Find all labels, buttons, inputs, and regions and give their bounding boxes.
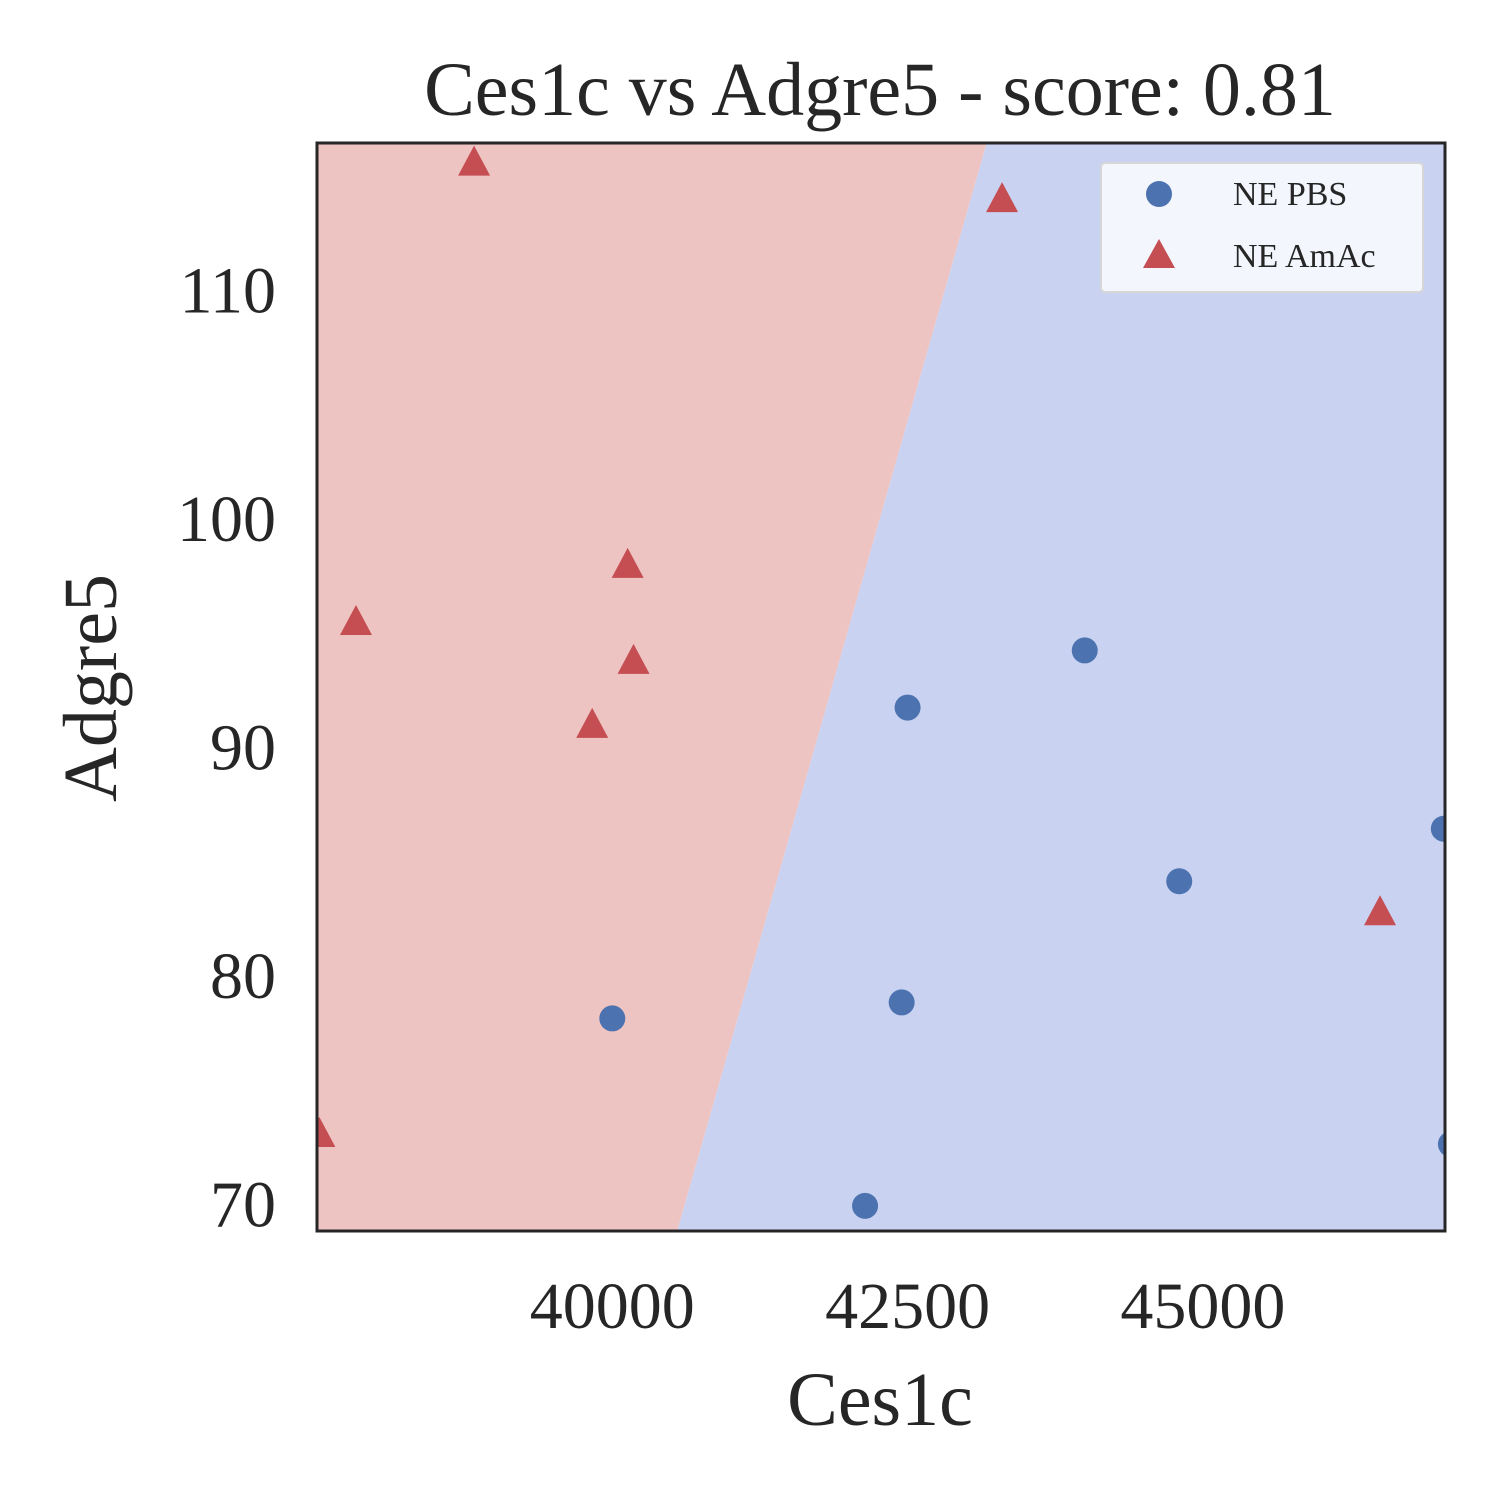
x-tick-label-45000: 45000 (1120, 1270, 1285, 1343)
data-points (317, 145, 1445, 1219)
legend: NE PBS NE AmAc (1100, 162, 1424, 293)
point-ne-amac-3 (458, 145, 491, 176)
point-ne-amac-6 (617, 643, 650, 674)
x-tick-label-40000: 40000 (530, 1270, 695, 1343)
point-ne-amac-5 (611, 547, 644, 578)
point-ne-pbs-4 (894, 694, 921, 721)
point-ne-pbs-6 (1166, 868, 1193, 895)
legend-marker-ne-pbs (1146, 181, 1172, 207)
x-axis-ticks: 40000 42500 45000 (530, 1270, 1286, 1343)
y-axis-label: Adgre5 (49, 574, 133, 802)
point-ne-pbs-5 (1071, 637, 1098, 664)
x-axis-label: Ces1c (787, 1358, 973, 1442)
legend-label-ne-amac: NE AmAc (1233, 238, 1376, 275)
point-ne-amac-1 (317, 1117, 336, 1147)
class-region-ne-pbs (677, 143, 1445, 1231)
legend-box (1100, 162, 1424, 293)
class-region-ne-amac (317, 143, 987, 1231)
point-ne-amac-2 (339, 605, 372, 635)
y-tick-label-110: 110 (179, 254, 276, 327)
point-ne-pbs-1 (599, 1005, 626, 1032)
legend-marker-ne-amac (1143, 239, 1175, 268)
point-ne-amac-8 (1364, 895, 1397, 926)
plot-area (315, 141, 1447, 1233)
y-axis-ticks: 70 80 90 100 110 (177, 254, 276, 1241)
legend-label-ne-pbs: NE PBS (1233, 176, 1347, 213)
chart-title: Ces1c vs Adgre5 - score: 0.81 (424, 48, 1336, 132)
point-ne-pbs-3 (888, 989, 915, 1016)
point-ne-amac-7 (986, 182, 1019, 213)
y-tick-label-100: 100 (177, 483, 276, 556)
point-ne-pbs-7 (1430, 815, 1445, 842)
point-ne-pbs-2 (852, 1192, 879, 1219)
point-ne-pbs-8 (1437, 1132, 1445, 1156)
x-tick-label-42500: 42500 (825, 1270, 990, 1343)
point-ne-amac-4 (576, 707, 609, 738)
plot-frame (315, 141, 1447, 1233)
y-tick-label-70: 70 (210, 1169, 276, 1242)
y-tick-label-90: 90 (210, 711, 276, 784)
y-tick-label-80: 80 (210, 940, 276, 1013)
